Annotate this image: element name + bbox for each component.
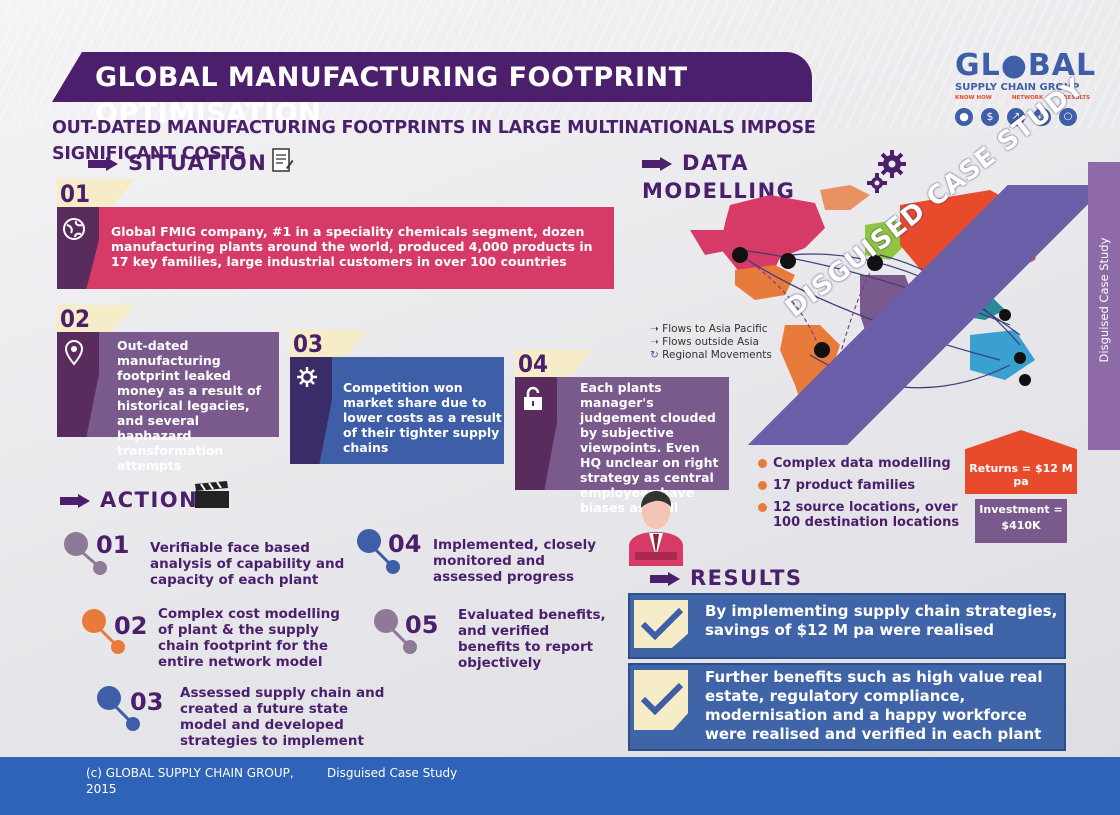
- logo-tagline-1: KNOW HOW: [955, 95, 992, 101]
- arrow-right-icon: [60, 494, 90, 508]
- situation-heading: SITUATION: [88, 149, 308, 177]
- investment-text-1: Investment =: [979, 503, 1063, 516]
- logo: GL●BAL SUPPLY CHAIN GROUP KNOW HOW NETWO…: [955, 50, 1095, 130]
- legend-arrow-icon: ➝: [650, 336, 659, 348]
- logo-tagline: KNOW HOW NETWORK RESULTS: [955, 94, 1090, 102]
- chart-icon: ↗: [1007, 108, 1025, 126]
- cycle-icon: ↻: [650, 349, 659, 361]
- checkmark-icon: [640, 682, 684, 716]
- bullet-text: 12 source locations, over 100 destinatio…: [773, 500, 960, 530]
- bullet-item: Complex data modelling: [758, 456, 968, 471]
- legend-text: Regional Movements: [662, 349, 772, 361]
- footer-copyright: (c) GLOBAL SUPPLY CHAIN GROUP, 2015: [86, 766, 294, 796]
- legend-text: Flows outside Asia: [662, 336, 759, 348]
- footer-bar: [0, 757, 1120, 815]
- gears-icon: [867, 150, 906, 193]
- logo-tagline-2: NETWORK: [1011, 95, 1044, 101]
- page-subtitle: OUT-DATED MANUFACTURING FOOTPRINTS IN LA…: [52, 118, 816, 164]
- lightbulb-icon: ●: [955, 108, 973, 126]
- returns-text: Returns = $12 M pa: [969, 462, 1073, 488]
- bullet-text: 17 product families: [773, 478, 916, 493]
- data-modelling-bullets: Complex data modelling 17 product famili…: [758, 456, 968, 530]
- legend-item: ↻ Regional Movements: [650, 349, 800, 362]
- arrow-right-icon: [650, 572, 680, 586]
- legend-arrow-icon: ➝: [650, 323, 659, 335]
- businessman-icon: [629, 491, 683, 566]
- arrow-right-icon: [88, 157, 118, 171]
- action-03-number: 03: [130, 688, 164, 716]
- action-04-number: 04: [388, 530, 422, 558]
- legend-text: Flows to Asia Pacific: [662, 323, 768, 335]
- arrow-right-icon: [642, 157, 672, 171]
- bullet-dot-icon: [758, 459, 767, 468]
- situation-03-number: 03: [293, 330, 324, 358]
- situation-02-text: Out-dated manufacturing footprint leaked…: [117, 338, 262, 473]
- globe-icon: ○: [1059, 108, 1077, 126]
- action-04-text: Implemented, closely monitored and asses…: [433, 537, 596, 585]
- unlock-icon: [524, 386, 542, 410]
- situation-01-box: [57, 207, 614, 289]
- logo-name: SUPPLY CHAIN GROUP: [955, 82, 1080, 93]
- situation-03-text: Competition won market share due to lowe…: [343, 380, 502, 455]
- clapperboard-icon: [195, 481, 229, 508]
- action-01-number: 01: [96, 531, 130, 559]
- result-01-text: By implementing supply chain strategies,…: [705, 602, 1058, 639]
- page-title: GLOBAL MANUFACTURING FOOTPRINT OPTIMISAT…: [95, 62, 688, 129]
- action-02-number: 02: [114, 612, 148, 640]
- investment-text-2: $410K: [1001, 519, 1041, 532]
- bullet-dot-icon: [758, 503, 767, 512]
- action-03-icon: [97, 686, 140, 731]
- bullet-item: 12 source locations, over 100 destinatio…: [758, 500, 968, 530]
- results-heading-text: RESULTS: [690, 566, 803, 590]
- action-05-icon: [374, 609, 417, 654]
- actions-heading: ACTIONS: [60, 486, 280, 514]
- action-01-icon: [64, 532, 107, 575]
- action-03-text: Assessed supply chain and created a futu…: [180, 685, 385, 749]
- action-05-text: Evaluated benefits, and verified benefit…: [458, 607, 606, 671]
- result-02-box: [628, 663, 1066, 751]
- logo-tagline-3: RESULTS: [1063, 95, 1090, 101]
- situation-01-number: 01: [60, 180, 91, 208]
- investment-box: [975, 499, 1067, 543]
- network-icon: ⁂: [1033, 108, 1051, 126]
- situation-01-text: Global FMIG company, #1 in a speciality …: [111, 224, 593, 269]
- globe-icon: [63, 218, 85, 240]
- title-banner: [52, 52, 812, 102]
- gear-icon: [297, 367, 317, 387]
- checkmark-icon: [640, 607, 684, 641]
- actions-heading-text: ACTIONS: [100, 488, 215, 512]
- bullet-dot-icon: [758, 481, 767, 490]
- action-01-text: Verifiable face based analysis of capabi…: [150, 540, 345, 588]
- logo-brand: GL●BAL: [955, 48, 1097, 83]
- situation-04-number: 04: [518, 350, 549, 378]
- dollar-icon: $: [981, 108, 999, 126]
- result-02-text: Further benefits such as high value real…: [705, 668, 1043, 743]
- case-study-banner-band: [735, 185, 1095, 445]
- situation-heading-text: SITUATION: [128, 151, 268, 175]
- side-label-strip: [1088, 162, 1120, 450]
- legend-item: ➝ Flows outside Asia: [650, 336, 800, 349]
- result-01-box: [628, 593, 1066, 659]
- bullet-text: Complex data modelling: [773, 456, 951, 471]
- logo-icons: ● $ ↗ ⁂ ○: [955, 108, 1095, 126]
- action-02-text: Complex cost modelling of plant & the su…: [158, 606, 340, 670]
- map-legend: ➝ Flows to Asia Pacific ➝ Flows outside …: [650, 323, 800, 362]
- document-icon: [272, 148, 294, 172]
- footer-note: Disguised Case Study: [327, 766, 458, 780]
- action-04-icon: [357, 529, 400, 574]
- bullet-item: 17 product families: [758, 478, 968, 493]
- action-05-number: 05: [405, 611, 439, 639]
- results-heading: RESULTS: [650, 564, 850, 592]
- situation-02-number: 02: [60, 305, 91, 333]
- side-label: Disguised Case Study: [1097, 237, 1111, 363]
- legend-item: ➝ Flows to Asia Pacific: [650, 323, 800, 336]
- action-02-icon: [82, 609, 125, 654]
- location-pin-icon: [64, 340, 84, 366]
- data-modelling-heading: DATA MODELLING: [642, 149, 902, 203]
